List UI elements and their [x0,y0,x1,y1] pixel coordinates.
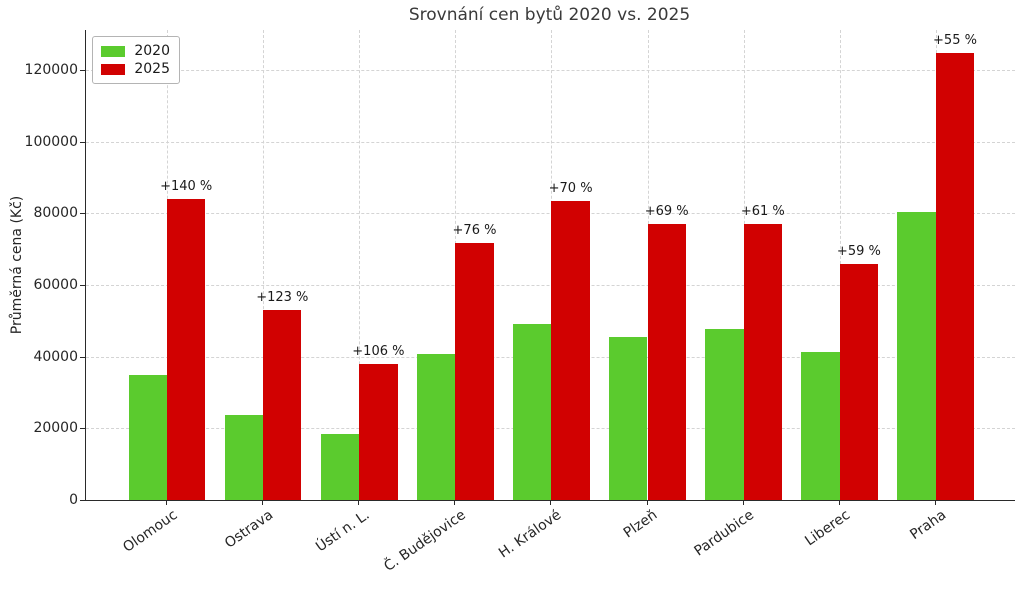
y-tick-label: 100000 [24,133,78,150]
bar-2020 [224,414,264,500]
v-gridline [263,30,265,500]
x-tick-label: Liberec [801,507,853,550]
y-tick-label: 60000 [33,276,78,293]
bar-2025 [743,224,782,500]
x-tick-mark [550,501,552,505]
x-tick-mark [262,501,264,505]
pct-change-label: +55 % [933,33,977,49]
pct-change-label: +59 % [836,244,881,260]
y-tick-mark [80,141,85,143]
plot-area: +140 % +123 % +106 % +76 % +70 % +69 % +61 % +5… [85,30,1015,501]
x-tick-mark [838,501,840,505]
bar-2020 [320,434,360,500]
y-tick-label: 20000 [33,420,78,437]
x-tick-label: Plzeň [621,507,661,542]
y-tick-mark [80,213,85,215]
x-tick-mark [934,501,936,505]
v-gridline [359,30,361,500]
bar-2020 [801,351,840,500]
x-tick-label: Praha [907,507,949,544]
legend-swatch-2025-icon [101,63,125,75]
x-tick-label: Pardubice [691,507,757,560]
x-tick-label: Olomouc [120,507,181,556]
x-tick-mark [454,501,456,505]
pct-change-label: +70 % [548,181,593,197]
y-tick-label: 0 [69,492,78,508]
y-tick-mark [80,284,85,286]
bar-2020 [897,211,936,500]
bar-2025 [359,364,398,500]
bar-2020 [609,336,648,500]
bar-2025 [455,242,494,500]
bar-2020 [128,374,167,500]
legend-item-2025: 2025 [101,60,170,78]
x-tick-mark [358,501,360,505]
bar-2025 [647,224,686,500]
bar-2025 [551,201,590,500]
bar-2025 [839,264,879,500]
pct-change-label: +61 % [740,204,785,220]
x-tick-mark [646,501,648,505]
h-gridline [86,213,1015,215]
bar-2025 [935,53,975,500]
bar-2020 [705,328,744,500]
x-tick-label: Ústí n. L. [312,507,373,556]
bar-2020 [513,324,552,500]
legend: 2020 2025 [92,36,180,84]
x-tick-label: Ostrava [222,507,277,552]
bar-2025 [167,198,206,500]
pct-change-label: +140 % [160,178,213,194]
legend-label-2025: 2025 [134,61,170,77]
y-tick-label: 120000 [24,61,78,78]
y-tick-mark [80,428,85,430]
h-gridline [86,284,1015,286]
y-tick-label: 80000 [33,205,78,222]
x-tick-label: H. Králové [496,507,565,562]
bar-2020 [416,353,456,500]
chart-title: Srovnání cen bytů 2020 vs. 2025 [408,5,691,25]
pct-change-label: +123 % [256,290,309,306]
x-tick-mark [742,501,744,505]
h-gridline [86,141,1015,143]
legend-label-2020: 2020 [134,43,170,59]
pct-change-label: +76 % [452,222,497,238]
pct-change-label: +69 % [644,204,689,220]
x-tick-label: Č. Budějovice [381,507,469,575]
bar-2025 [263,310,302,500]
y-tick-mark [80,500,85,501]
legend-swatch-2020-icon [101,45,125,57]
y-tick-label: 40000 [33,348,78,365]
y-tick-mark [80,356,85,358]
legend-item-2020: 2020 [101,42,170,60]
y-tick-mark [80,69,85,71]
pct-change-label: +106 % [352,344,405,360]
h-gridline [86,69,1015,71]
x-tick-mark [166,501,167,505]
